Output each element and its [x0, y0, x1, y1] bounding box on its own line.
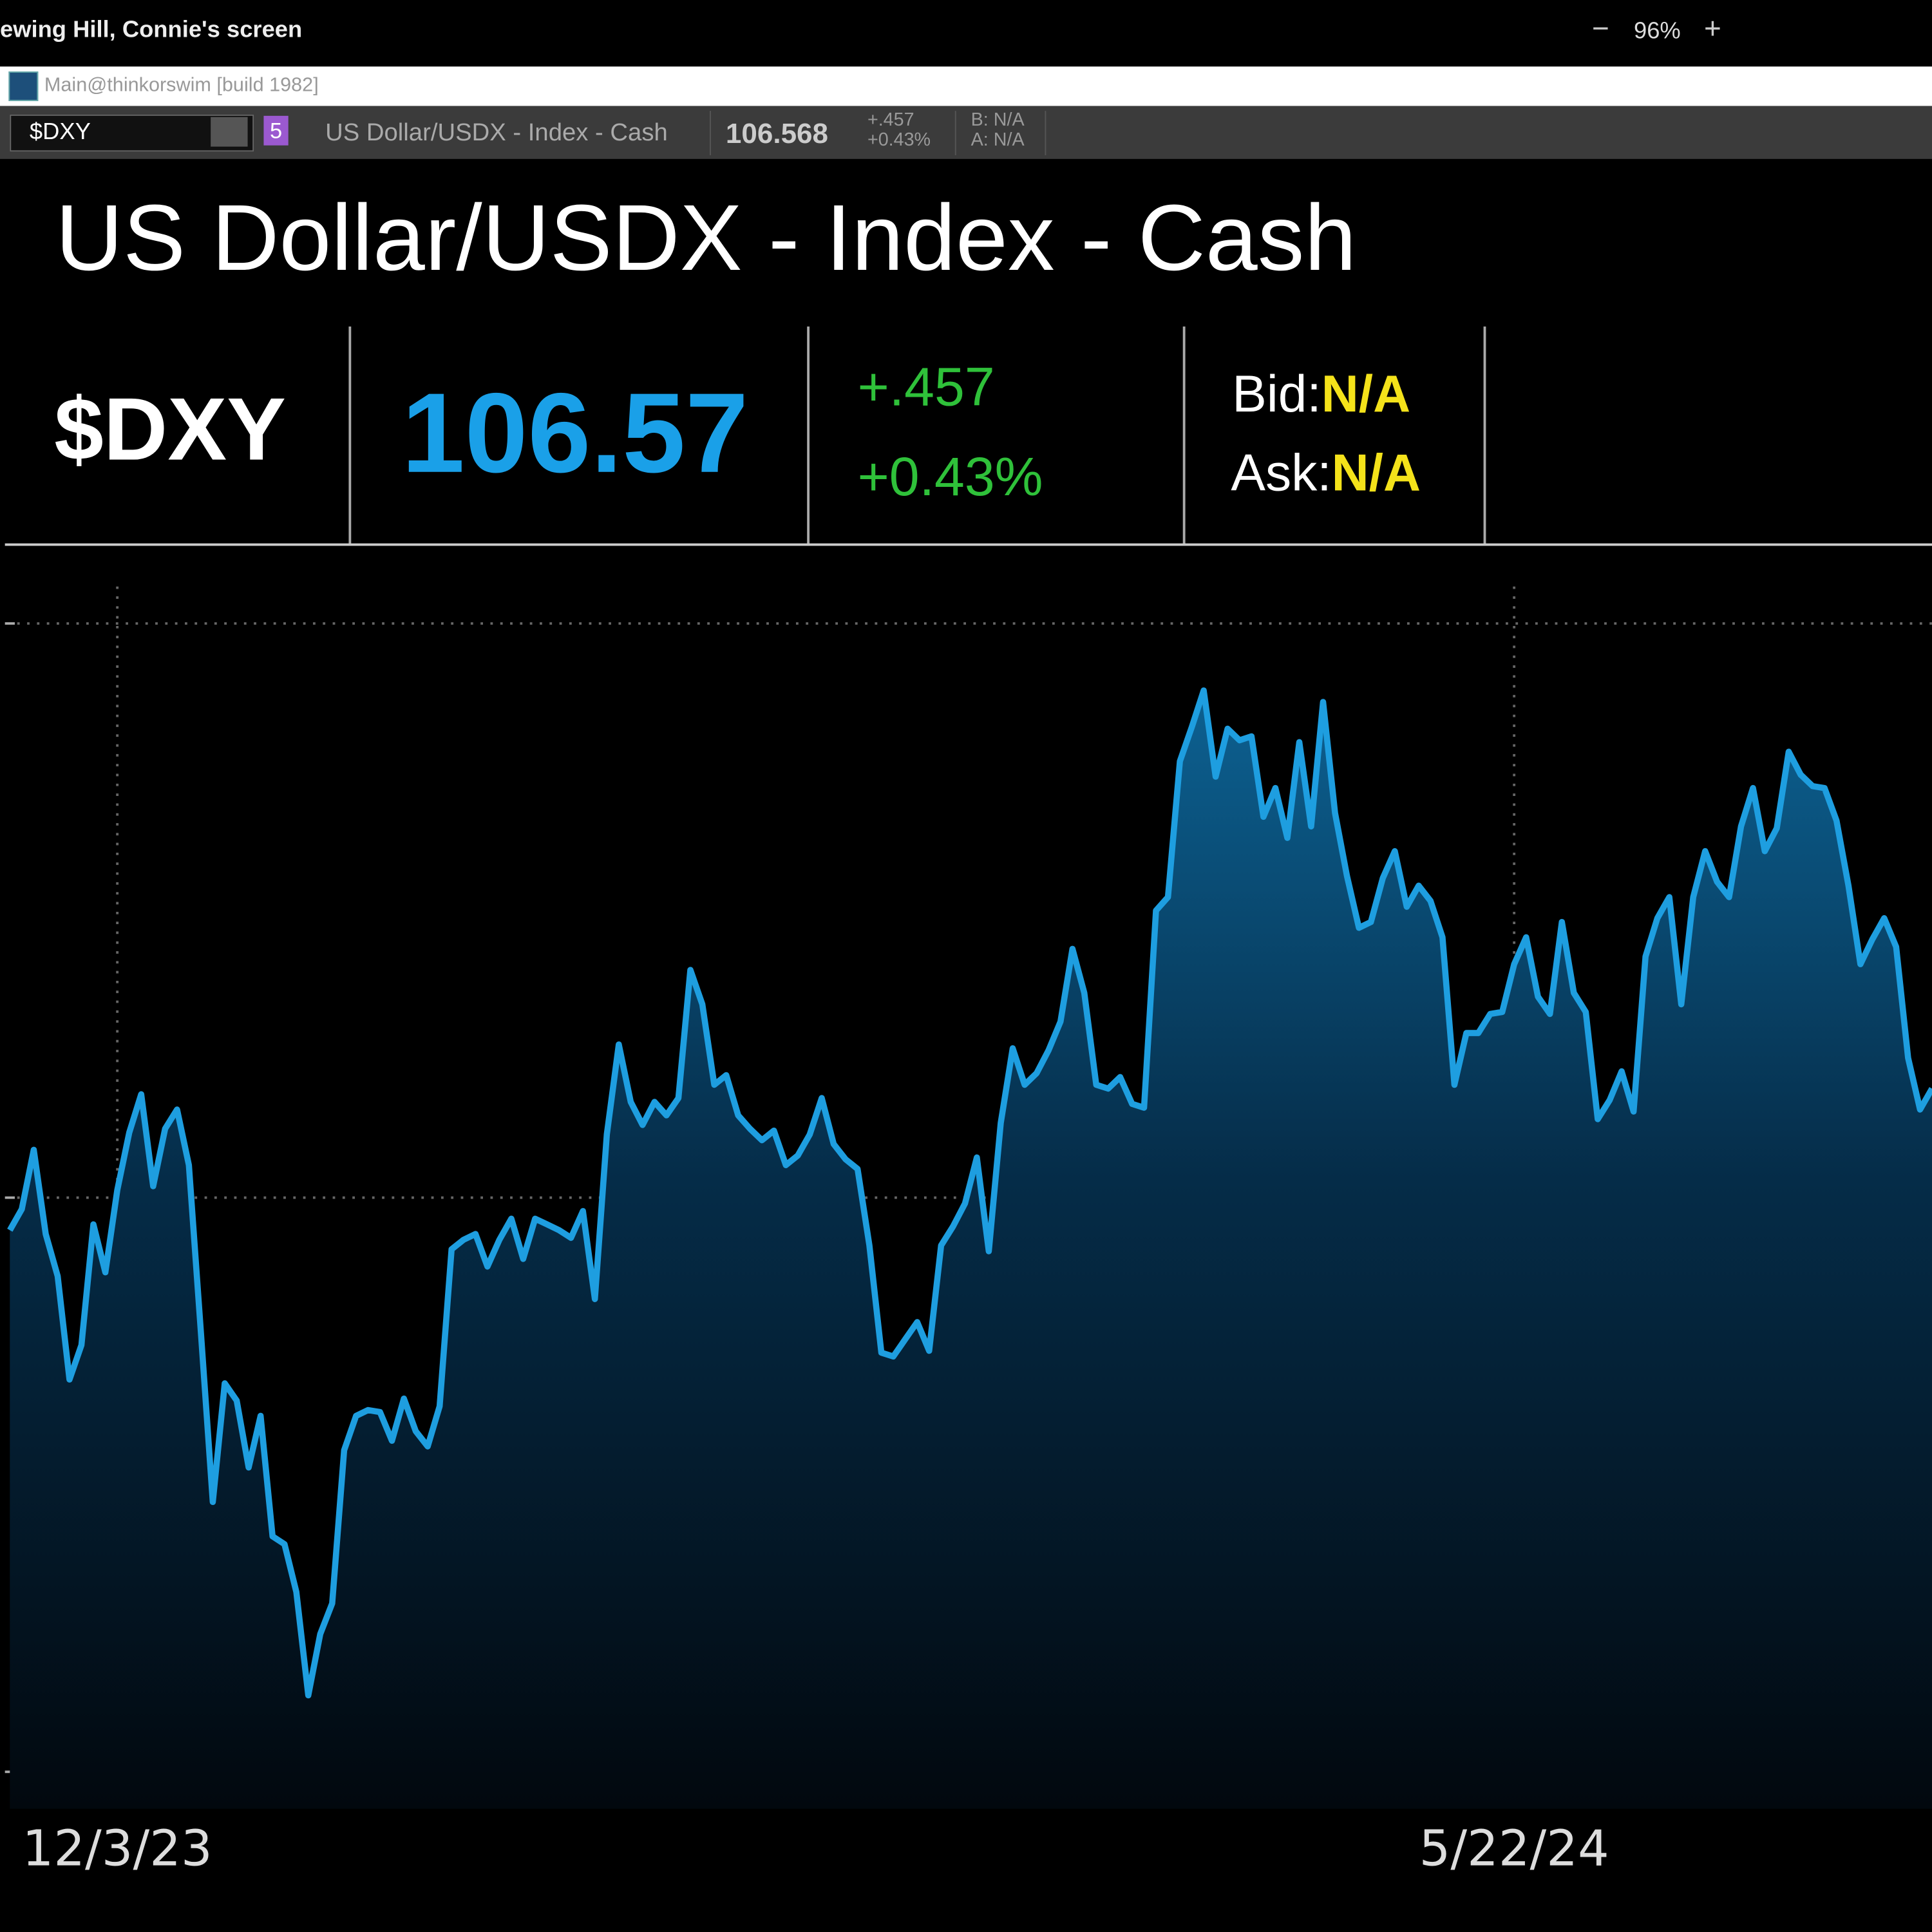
bid-label: Bid: — [1232, 365, 1321, 423]
ask-label: Ask: — [1231, 443, 1332, 502]
header-rule — [5, 543, 1932, 546]
ask-row: Ask:N/A — [1231, 444, 1421, 503]
divider — [1045, 111, 1046, 156]
change: +.457 — [867, 109, 914, 131]
title-bar — [0, 66, 1932, 106]
last-price: 106.568 — [725, 117, 828, 149]
divider — [807, 327, 810, 545]
quote-change: +.457 — [857, 357, 995, 418]
bid-value: N/A — [1321, 365, 1411, 423]
instrument-title: US Dollar/USDX - Index - Cash — [55, 185, 1357, 291]
app-title: Main@thinkorswim [build 1982] — [44, 75, 319, 97]
bid-row: Bid:N/A — [1232, 365, 1410, 424]
description: US Dollar/USDX - Index - Cash — [325, 119, 668, 147]
zoom-out[interactable]: − — [1591, 12, 1609, 46]
bid: B: N/A — [971, 109, 1025, 131]
x-tick-label: 12/3/23 — [23, 1821, 213, 1878]
divider — [1483, 327, 1486, 545]
x-tick-label: 5/22/24 — [1419, 1821, 1609, 1878]
ask-value: N/A — [1331, 443, 1421, 502]
divider — [954, 111, 956, 156]
symbol-dropdown[interactable] — [211, 117, 248, 147]
quote-symbol: $DXY — [54, 381, 287, 480]
divider — [710, 111, 711, 156]
zoom-level: 96% — [1633, 18, 1681, 44]
change-pct: +0.43% — [867, 129, 931, 151]
ask: A: N/A — [971, 129, 1025, 151]
divider — [348, 327, 352, 545]
zoom-in[interactable]: + — [1704, 12, 1721, 46]
net-change: +.457 +0.43% — [867, 109, 931, 151]
quote-change-pct: +0.43% — [857, 447, 1043, 508]
area — [10, 690, 1932, 1809]
symbol-input[interactable]: $DXY — [29, 119, 91, 146]
caption-bar — [0, 0, 1932, 64]
quote-price: 106.57 — [401, 370, 749, 497]
toolbar — [0, 106, 1932, 159]
app-icon — [8, 71, 39, 101]
price-line — [7, 687, 1932, 1699]
bid-ask: B: N/A A: N/A — [971, 109, 1025, 151]
link-badge[interactable]: 5 — [263, 115, 289, 146]
divider — [1182, 327, 1186, 545]
caption: ewing Hill, Connie's screen — [0, 17, 303, 43]
